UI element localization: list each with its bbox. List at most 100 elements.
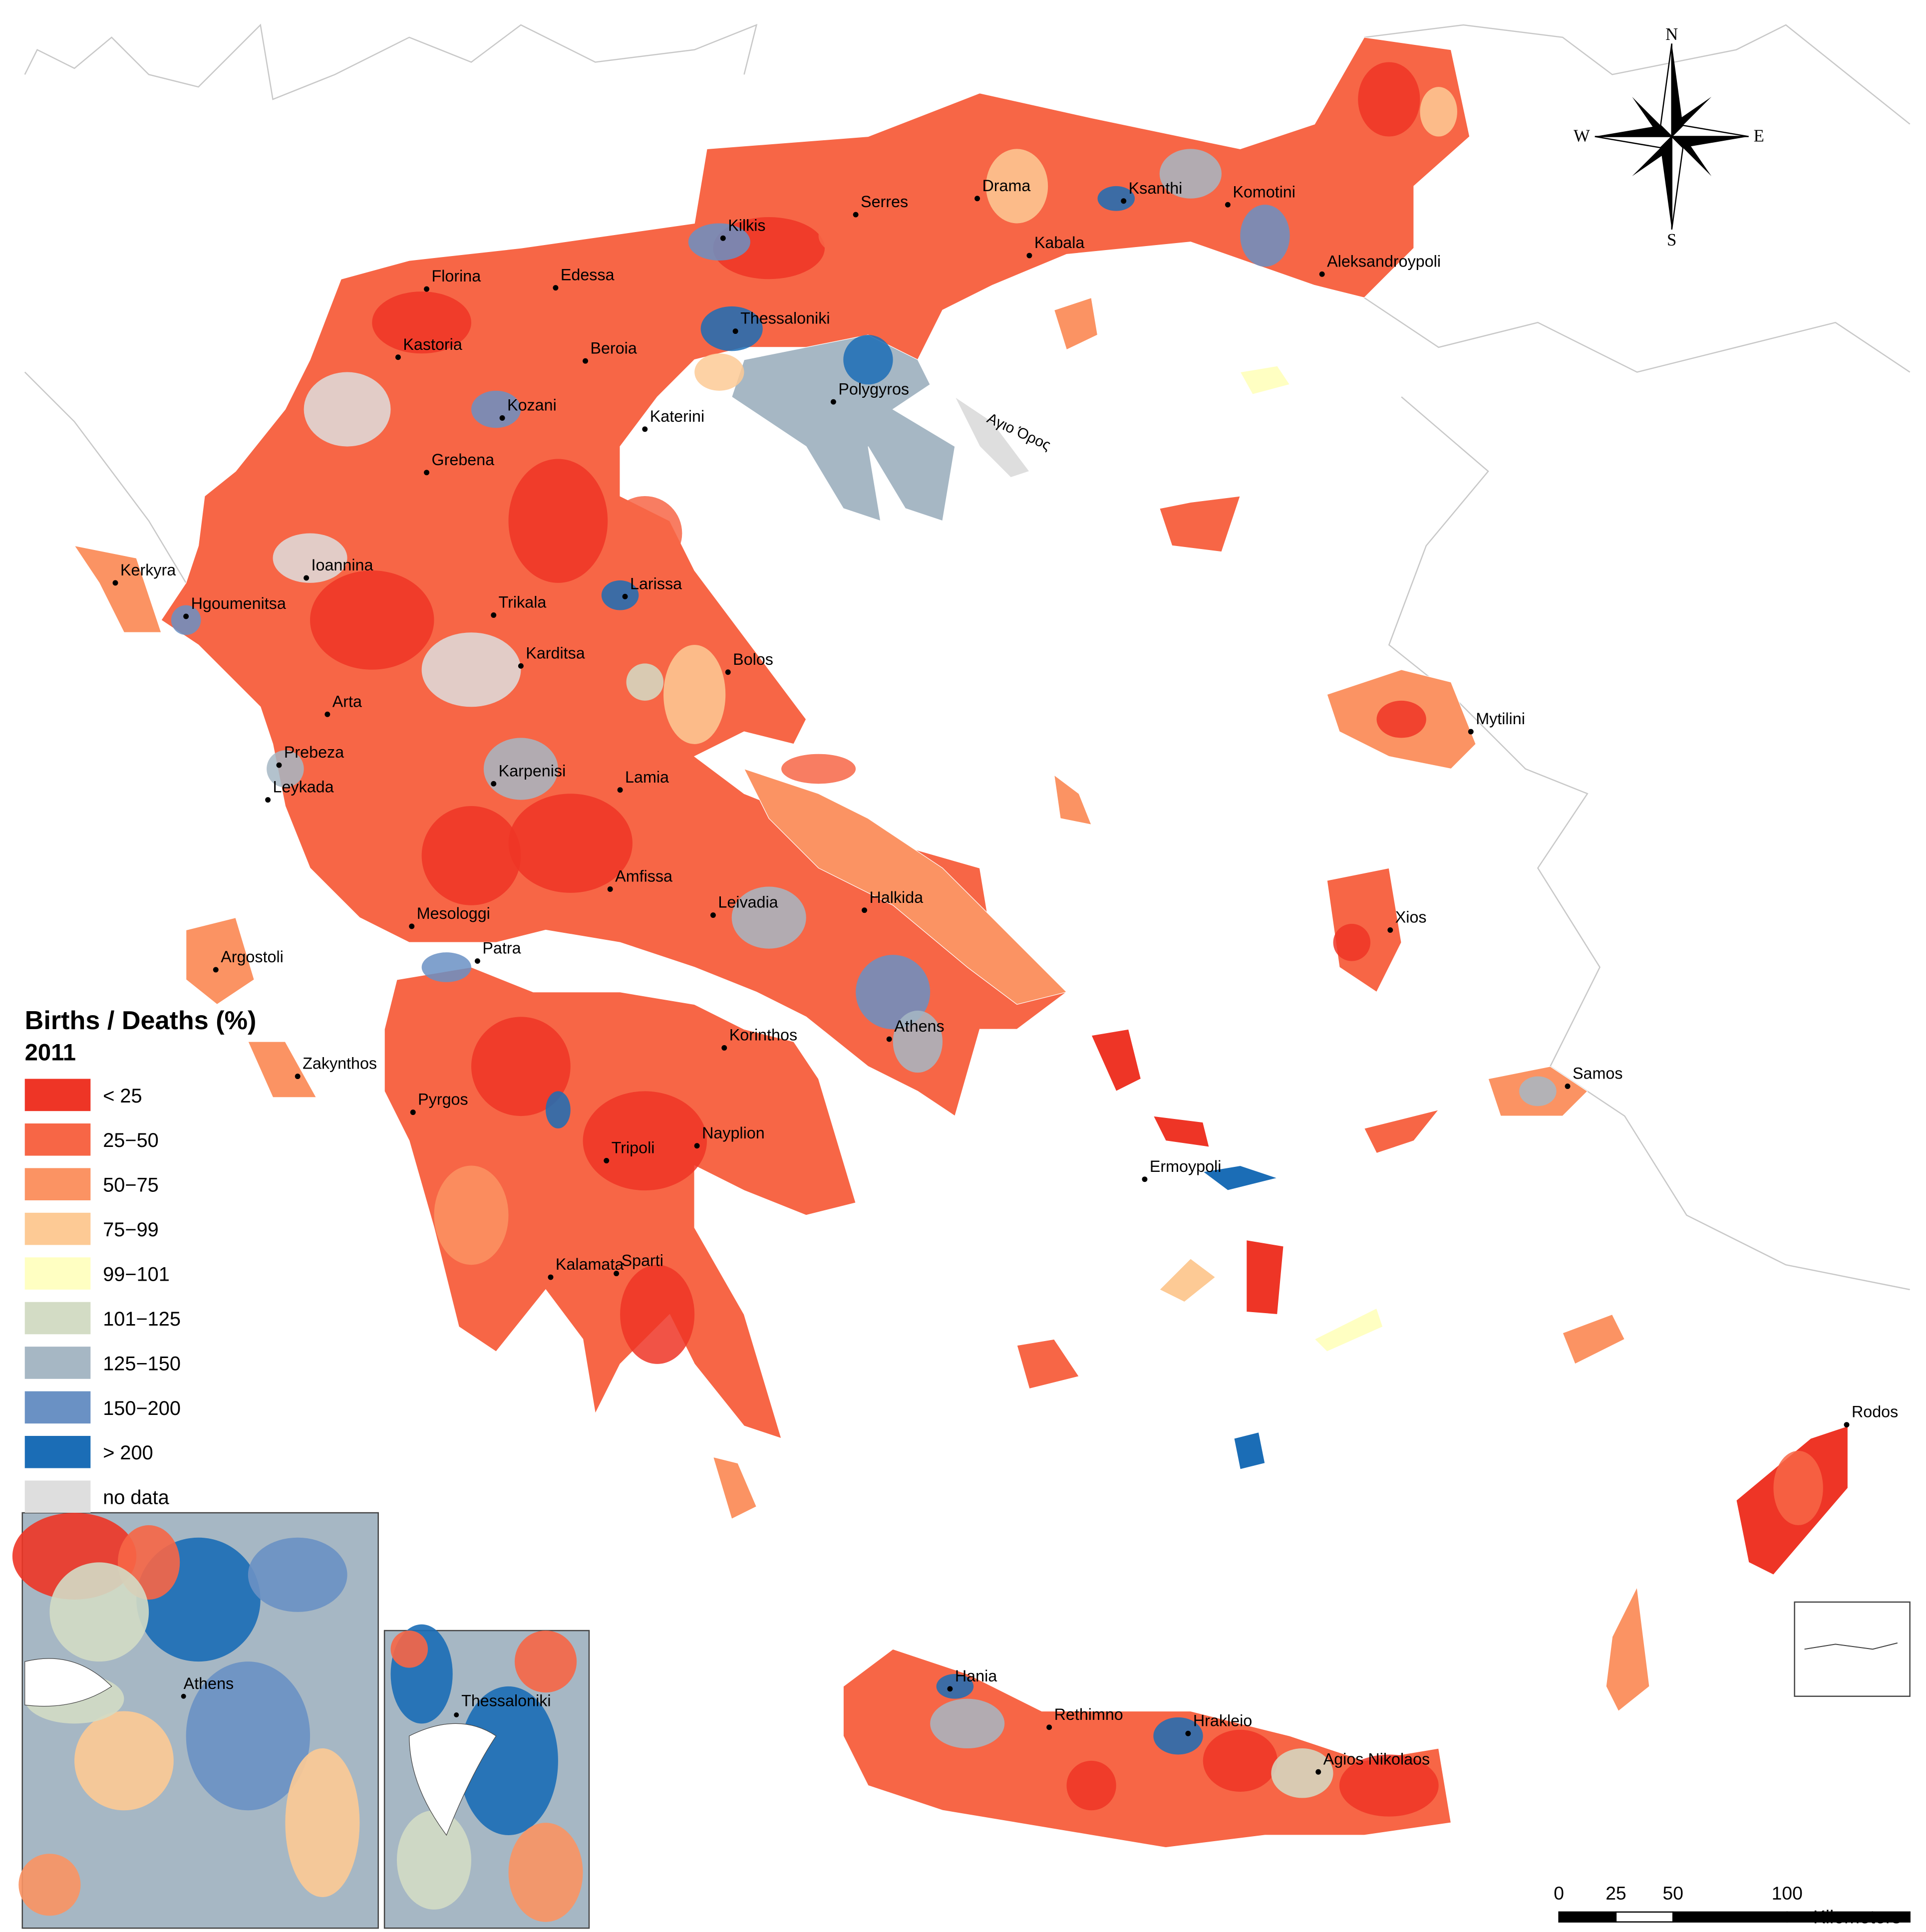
municipality bbox=[731, 886, 806, 949]
city-label: Komotini bbox=[1233, 183, 1295, 201]
city-dot bbox=[395, 354, 401, 360]
city-dot bbox=[604, 1158, 610, 1163]
compass-label: S bbox=[1667, 230, 1676, 250]
city-label: Lamia bbox=[625, 768, 669, 786]
city-label: Rethimno bbox=[1054, 1705, 1123, 1723]
legend-label: 99−101 bbox=[103, 1263, 170, 1285]
scale-segment bbox=[1615, 1911, 1674, 1923]
legend-swatch bbox=[24, 1391, 91, 1424]
city-dot bbox=[617, 787, 623, 793]
city-label: Beroia bbox=[590, 339, 637, 357]
city-dot bbox=[947, 1686, 953, 1692]
city-dot bbox=[622, 593, 628, 599]
region bbox=[843, 1649, 1452, 1848]
city-label: Ksanthi bbox=[1129, 179, 1183, 197]
scale-label: 100 bbox=[1772, 1883, 1803, 1904]
region bbox=[1159, 1258, 1216, 1303]
city-label: Xios bbox=[1395, 908, 1427, 926]
compass-arm bbox=[1595, 125, 1672, 137]
city-dot bbox=[720, 235, 726, 241]
region bbox=[1314, 1308, 1383, 1352]
city-label: Leykada bbox=[273, 778, 334, 796]
region bbox=[1016, 1339, 1080, 1389]
coast-line bbox=[1363, 297, 1911, 373]
city-dot bbox=[491, 781, 497, 787]
municipality bbox=[1333, 924, 1371, 961]
city-dot bbox=[830, 399, 836, 405]
sea bbox=[24, 1658, 112, 1707]
municipality bbox=[49, 1562, 149, 1662]
city-dot bbox=[694, 1143, 700, 1149]
city-dot bbox=[1844, 1422, 1850, 1428]
region bbox=[1605, 1586, 1650, 1712]
region bbox=[954, 396, 1030, 478]
city-label: Larissa bbox=[630, 574, 682, 592]
legend-swatch bbox=[24, 1436, 91, 1468]
city-dot bbox=[499, 415, 505, 421]
compass-arm bbox=[1660, 136, 1672, 230]
city-label: Mesologgi bbox=[417, 904, 490, 922]
municipality bbox=[930, 1698, 1005, 1749]
municipality bbox=[620, 1265, 695, 1364]
city-dot bbox=[409, 923, 415, 929]
city-dot bbox=[1142, 1176, 1148, 1182]
scale-segment bbox=[1672, 1911, 1788, 1923]
compass-arm bbox=[1670, 124, 1749, 137]
municipality bbox=[1358, 62, 1420, 137]
city-dot bbox=[1185, 1730, 1191, 1736]
municipality bbox=[508, 794, 633, 893]
region bbox=[1153, 1115, 1210, 1147]
city-dot bbox=[1387, 927, 1393, 933]
city-label: Trikala bbox=[499, 593, 547, 611]
city-dot bbox=[1319, 271, 1325, 277]
municipality bbox=[471, 1017, 571, 1116]
city-dot bbox=[607, 886, 613, 892]
city-dot bbox=[213, 967, 219, 973]
municipality bbox=[310, 570, 434, 670]
municipality bbox=[1240, 205, 1290, 267]
municipality bbox=[663, 645, 726, 744]
city-dot bbox=[721, 1045, 727, 1051]
city-dot bbox=[410, 1109, 416, 1115]
legend-subtitle: 2011 bbox=[25, 1039, 76, 1066]
inset-regions bbox=[12, 1513, 583, 1922]
city-label: Hrakleio bbox=[1193, 1711, 1252, 1729]
region bbox=[1053, 297, 1098, 350]
inset-label: Athens bbox=[184, 1674, 234, 1692]
municipality bbox=[74, 1711, 174, 1811]
city-dot bbox=[1026, 253, 1032, 259]
city-label: Prebeza bbox=[284, 743, 344, 761]
region bbox=[712, 1456, 757, 1520]
municipality bbox=[700, 306, 763, 351]
municipality bbox=[1519, 1076, 1557, 1106]
scale-segment bbox=[1786, 1911, 1911, 1923]
compass-arm bbox=[1671, 136, 1712, 177]
legend-swatch bbox=[24, 1168, 91, 1201]
region bbox=[186, 917, 255, 1005]
municipality bbox=[304, 372, 391, 447]
municipality bbox=[248, 1537, 347, 1612]
city-label: Serres bbox=[861, 193, 908, 211]
city-label: Hgoumenitsa bbox=[191, 594, 286, 612]
compass-label: E bbox=[1754, 126, 1764, 145]
city-dot bbox=[1565, 1084, 1571, 1089]
city-label: Kerkyra bbox=[120, 561, 176, 579]
city-label: Tripoli bbox=[612, 1139, 655, 1157]
municipality bbox=[1159, 149, 1222, 199]
region bbox=[731, 334, 956, 522]
city-dot bbox=[732, 328, 738, 334]
city-dot bbox=[1315, 1769, 1321, 1775]
city-dot bbox=[1468, 729, 1474, 735]
city-label: Argostoli bbox=[221, 948, 284, 966]
city-label: Rodos bbox=[1852, 1403, 1898, 1421]
municipality bbox=[1203, 1729, 1278, 1792]
city-label: Ermoypoli bbox=[1150, 1157, 1222, 1175]
border-line bbox=[24, 23, 758, 100]
city-label: Kalamata bbox=[556, 1255, 624, 1273]
city-label: Patra bbox=[482, 939, 521, 957]
municipality bbox=[546, 1091, 571, 1128]
city-label: Florina bbox=[432, 267, 481, 285]
scale-label: 0 bbox=[1554, 1883, 1564, 1904]
city-dot bbox=[710, 912, 716, 918]
